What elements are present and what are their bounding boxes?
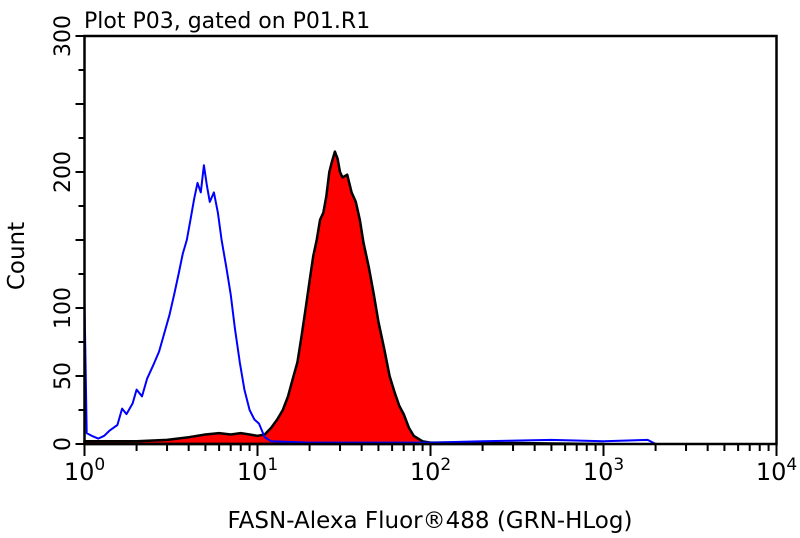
- x-tick-label: 103: [583, 455, 624, 486]
- y-axis: 0 50 100 200 300: [51, 15, 85, 451]
- y-tick-label: 0: [51, 437, 76, 451]
- y-tick-label: 300: [51, 15, 76, 57]
- y-tick-label: 200: [51, 151, 76, 193]
- x-tick-label: 100: [64, 455, 105, 486]
- plot-frame: [83, 34, 778, 446]
- chart-title: Plot P03, gated on P01.R1: [84, 9, 370, 34]
- y-tick-label: 50: [51, 362, 76, 390]
- x-axis: 100 101 102 103 104: [64, 444, 797, 486]
- series-fill-fasn-antibody: [83, 150, 605, 446]
- x-tick-label: 104: [756, 455, 797, 486]
- y-tick-label: 100: [51, 287, 76, 329]
- x-tick-label: 101: [237, 455, 278, 486]
- series-line-isotype-control: [83, 164, 657, 445]
- y-axis-label: Count: [4, 222, 30, 290]
- histogram-series: [83, 150, 657, 446]
- x-tick-label: 102: [410, 455, 451, 486]
- x-axis-label: FASN-Alexa Fluor®488 (GRN-HLog): [228, 508, 633, 534]
